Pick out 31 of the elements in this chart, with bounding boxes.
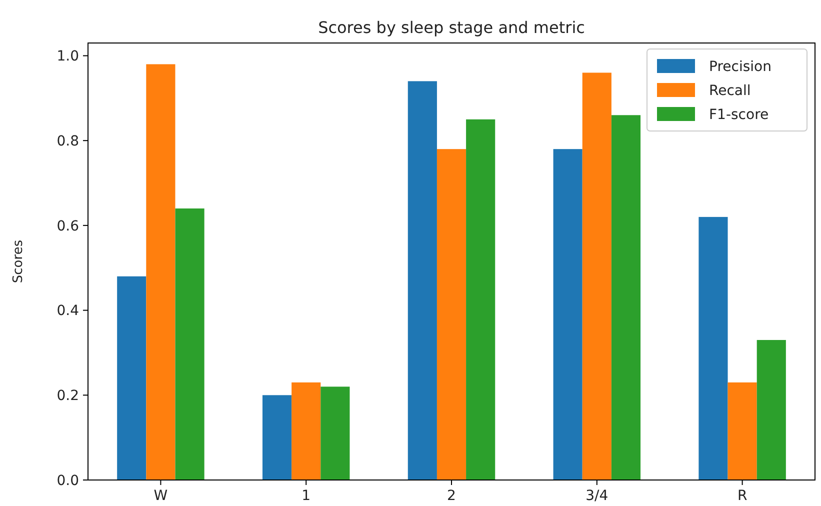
bar	[582, 72, 612, 480]
y-tick-label: 0.2	[56, 388, 79, 404]
x-tick-label: 3/4	[586, 488, 608, 504]
legend-label: Recall	[709, 83, 751, 99]
x-tick-label: 2	[447, 488, 456, 504]
chart-title: Scores by sleep stage and metric	[318, 18, 585, 37]
y-tick-label: 0.4	[56, 303, 80, 320]
bar	[175, 208, 204, 480]
bar	[553, 149, 582, 480]
y-tick-label: 0.0	[56, 472, 79, 489]
bar	[756, 340, 786, 480]
x-tick-label: W	[154, 488, 168, 504]
bar	[728, 382, 757, 480]
bar	[698, 216, 728, 480]
y-tick-label: 1.0	[56, 48, 79, 65]
bar	[611, 115, 641, 480]
x-tick-label: 1	[302, 488, 311, 504]
bar	[262, 395, 292, 480]
bar	[146, 64, 176, 480]
y-axis-title: Scores	[11, 240, 26, 284]
bar	[408, 81, 437, 480]
bar	[117, 276, 146, 480]
bar	[320, 386, 350, 480]
bar	[436, 149, 466, 480]
bar	[466, 119, 496, 480]
x-tick-label: R	[737, 488, 748, 504]
y-tick-label: 0.8	[56, 133, 79, 150]
legend-label: F1-score	[709, 107, 769, 123]
y-tick-label: 0.6	[56, 218, 80, 234]
legend-label: Precision	[709, 59, 772, 75]
bar	[292, 382, 321, 480]
